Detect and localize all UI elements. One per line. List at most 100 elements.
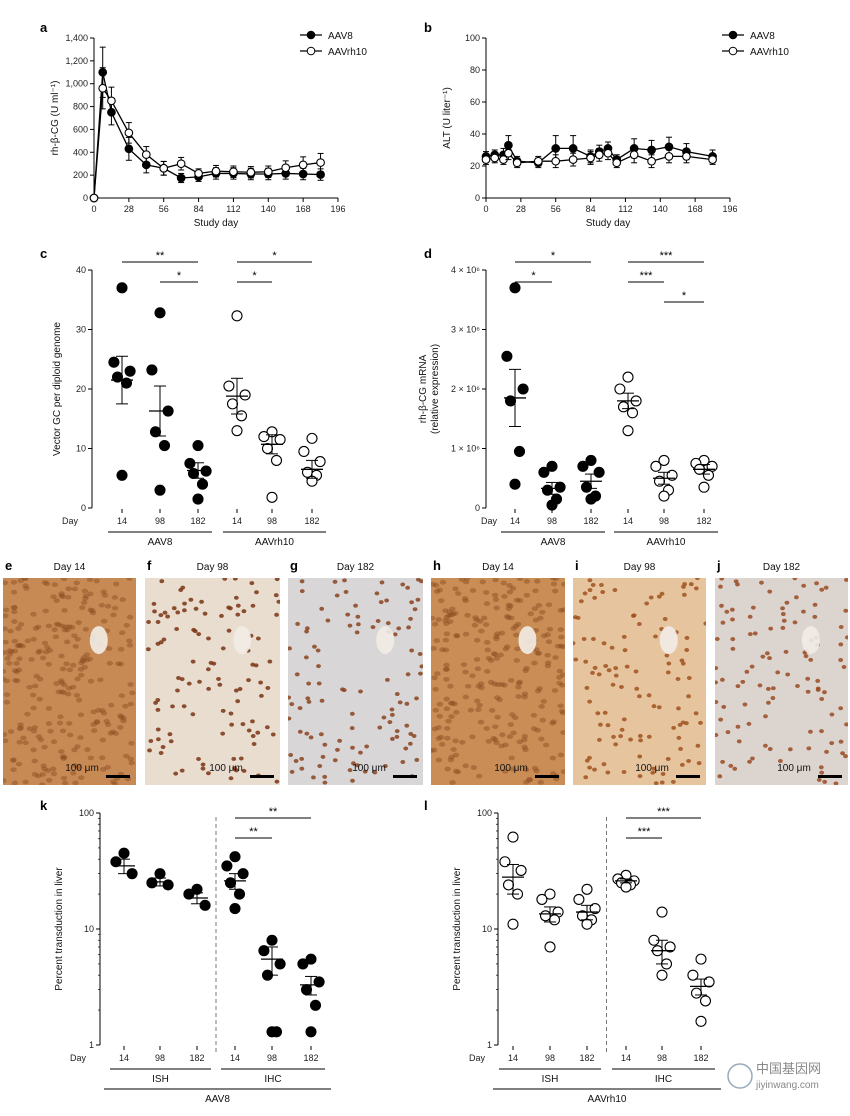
data-point xyxy=(626,407,639,419)
data-point xyxy=(176,159,186,169)
stained-nucleus xyxy=(812,602,818,607)
data-point xyxy=(116,469,128,481)
stained-nucleus xyxy=(385,677,390,682)
stained-nucleus xyxy=(175,688,180,693)
stained-nucleus xyxy=(819,696,825,701)
nuclei-layer xyxy=(573,578,706,785)
x-tick-label: 98 xyxy=(155,516,165,526)
stained-nucleus xyxy=(3,668,7,674)
stained-nucleus xyxy=(44,645,51,650)
stained-nucleus xyxy=(815,687,821,692)
stained-nucleus xyxy=(22,740,29,746)
stained-nucleus xyxy=(219,613,224,618)
stained-nucleus xyxy=(31,771,39,777)
stained-nucleus xyxy=(819,587,825,592)
stained-nucleus xyxy=(513,658,520,663)
significance-label: * xyxy=(252,270,257,282)
stained-nucleus xyxy=(829,741,835,746)
stained-nucleus xyxy=(61,780,69,785)
x-tick-label: 14 xyxy=(230,1053,240,1063)
stained-nucleus xyxy=(347,623,353,628)
data-point xyxy=(647,145,656,155)
x-tick-label: 112 xyxy=(618,204,632,214)
stained-nucleus xyxy=(22,583,29,589)
stained-nucleus xyxy=(17,725,25,731)
stained-nucleus xyxy=(521,733,528,739)
nuclei-layer xyxy=(145,578,280,784)
y-axis-label: Vector GC per diploid genome xyxy=(52,322,63,456)
data-point xyxy=(546,499,558,511)
stained-nucleus xyxy=(53,681,60,686)
data-point xyxy=(224,877,237,889)
stained-nucleus xyxy=(250,603,256,608)
stained-nucleus xyxy=(445,613,452,618)
stained-nucleus xyxy=(747,759,752,764)
stained-nucleus xyxy=(603,663,609,668)
data-point xyxy=(586,153,595,163)
stained-nucleus xyxy=(186,681,192,686)
stained-nucleus xyxy=(10,757,17,763)
data-point xyxy=(551,156,561,166)
data-point xyxy=(305,1026,317,1038)
stained-nucleus xyxy=(805,676,811,681)
stained-nucleus xyxy=(3,778,7,783)
stained-nucleus xyxy=(66,732,74,738)
stained-nucleus xyxy=(434,671,441,677)
y-tick-label: 0 xyxy=(81,503,86,513)
stained-nucleus xyxy=(551,688,559,693)
stained-nucleus xyxy=(129,690,136,696)
panel-letter-h: h xyxy=(433,558,441,573)
stained-nucleus xyxy=(73,580,80,586)
stained-nucleus xyxy=(439,647,446,653)
stained-nucleus xyxy=(455,591,462,596)
stained-nucleus xyxy=(665,670,671,675)
data-point xyxy=(533,156,543,166)
stained-nucleus xyxy=(693,586,699,591)
stained-nucleus xyxy=(127,682,134,687)
stained-nucleus xyxy=(82,626,90,632)
stained-nucleus xyxy=(52,634,60,640)
stained-nucleus xyxy=(251,742,257,747)
histology-image xyxy=(3,578,136,785)
stained-nucleus xyxy=(461,596,469,601)
histology-image xyxy=(288,578,423,785)
stained-nucleus xyxy=(228,776,234,781)
stained-nucleus xyxy=(443,666,450,672)
stained-nucleus xyxy=(693,711,699,716)
significance-label: * xyxy=(531,270,536,282)
stained-nucleus xyxy=(343,589,349,594)
stained-nucleus xyxy=(15,626,22,631)
stained-nucleus xyxy=(299,579,305,584)
stained-nucleus xyxy=(557,627,564,632)
x-tick-label: 182 xyxy=(189,1053,204,1063)
stained-nucleus xyxy=(510,626,517,631)
stained-nucleus xyxy=(688,582,694,587)
stained-nucleus xyxy=(3,607,10,613)
x-tick-label: 168 xyxy=(296,204,311,214)
stained-nucleus xyxy=(117,646,125,652)
y-tick-label: 1,400 xyxy=(65,33,88,43)
watermark-url: jiyinwang.com xyxy=(755,1080,819,1091)
stained-nucleus xyxy=(556,674,563,680)
stained-nucleus xyxy=(472,615,479,620)
stained-nucleus xyxy=(182,608,187,613)
stained-nucleus xyxy=(17,722,24,728)
stained-nucleus xyxy=(592,595,598,600)
y-tick-label: 1,000 xyxy=(65,79,88,89)
data-point xyxy=(309,999,322,1011)
stained-nucleus xyxy=(735,582,740,587)
stained-nucleus xyxy=(527,611,534,617)
stained-nucleus xyxy=(450,747,457,752)
subgroup-label: IHC xyxy=(655,1074,672,1085)
stained-nucleus xyxy=(93,720,101,725)
stained-nucleus xyxy=(10,589,18,595)
stained-nucleus xyxy=(474,698,481,704)
stained-nucleus xyxy=(483,590,490,595)
stained-nucleus xyxy=(523,578,531,584)
stained-nucleus xyxy=(100,710,108,716)
stained-nucleus xyxy=(464,612,471,618)
stained-nucleus xyxy=(264,725,270,730)
stained-nucleus xyxy=(829,712,835,717)
scale-bar xyxy=(818,775,842,778)
stained-nucleus xyxy=(533,768,540,774)
